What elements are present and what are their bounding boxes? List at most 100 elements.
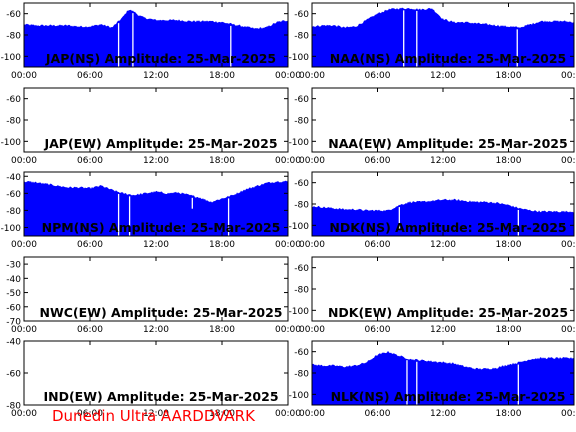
x-tick-label: 00:00 (561, 325, 576, 335)
x-tick-label: 00:00 (11, 71, 37, 81)
x-tick-label: 00:00 (275, 240, 301, 250)
panel-5: -60 -80 -100 00:00 06:00 12:00 18:00 00:00 NDK(N… (289, 171, 576, 250)
x-tick-label: 00:00 (275, 156, 301, 166)
x-tick-label: 00:00 (275, 409, 301, 419)
x-tick-label: 12:00 (143, 156, 169, 166)
y-tick-label: -80 (6, 402, 21, 412)
y-tick-label: -100 (1, 224, 22, 234)
x-tick-label: 00:00 (561, 156, 576, 166)
x-tick-label: 06:00 (365, 240, 391, 250)
x-tick-label: 06:00 (77, 409, 103, 419)
x-tick-label: 12:00 (143, 325, 169, 335)
x-tick-label: 06:00 (77, 325, 103, 335)
y-tick-label: -60 (6, 10, 21, 20)
panel-1: -60 -80 -100 00:00 06:00 12:00 18:00 00:00 NAA(N… (289, 2, 576, 81)
panel-title: NAA(NS) Amplitude: 25-Mar-2025 (330, 51, 567, 66)
x-tick-label: 12:00 (143, 240, 169, 250)
y-tick-label: -100 (289, 307, 310, 317)
x-tick-label: 12:00 (430, 156, 456, 166)
x-tick-label: 00:00 (299, 409, 325, 419)
x-tick-label: 18:00 (496, 240, 522, 250)
y-tick-label: -80 (6, 117, 21, 127)
y-tick-label: -60 (6, 303, 21, 313)
signal-area (312, 7, 574, 68)
y-tick-label: -60 (294, 264, 309, 274)
y-tick-label: -80 (294, 32, 309, 42)
x-tick-label: 06:00 (77, 71, 103, 81)
y-tick-label: -100 (289, 53, 310, 63)
x-tick-label: 00:00 (561, 240, 576, 250)
x-tick-label: 12:00 (143, 71, 169, 81)
x-tick-label: 06:00 (365, 409, 391, 419)
y-tick-label: -60 (294, 95, 309, 105)
x-tick-label: 12:00 (143, 409, 169, 419)
signal-area (312, 350, 574, 405)
y-tick-label: -80 (294, 370, 309, 380)
x-tick-label: 18:00 (209, 409, 235, 419)
y-tick-label: -40 (6, 275, 21, 285)
x-tick-label: 18:00 (496, 71, 522, 81)
panel-0: -60 -80 -100 00:00 06:00 12:00 18:00 00:00 JAP(N… (1, 2, 301, 81)
y-tick-label: -100 (1, 138, 22, 148)
x-tick-label: 06:00 (77, 240, 103, 250)
x-tick-label: 00:00 (299, 325, 325, 335)
y-tick-label: -40 (6, 173, 21, 183)
x-tick-label: 12:00 (430, 240, 456, 250)
y-tick-label: -80 (6, 207, 21, 217)
x-tick-label: 00:00 (299, 156, 325, 166)
y-tick-label: -100 (289, 222, 310, 232)
x-tick-label: 18:00 (209, 240, 235, 250)
y-tick-label: -100 (1, 53, 22, 63)
panel-2: -60 -80 -100 00:00 06:00 12:00 18:00 00:00 JAP(E… (1, 87, 301, 166)
x-tick-label: 18:00 (496, 409, 522, 419)
x-tick-label: 18:00 (209, 71, 235, 81)
panel-4: -40 -60 -80 -100 00:00 06:00 12:00 18:00 00:00 NP… (1, 171, 301, 250)
x-tick-label: 00:00 (275, 71, 301, 81)
y-tick-label: -60 (6, 190, 21, 200)
x-tick-label: 06:00 (365, 71, 391, 81)
panel-title: JAP(NS) Amplitude: 25-Mar-2025 (45, 51, 276, 66)
x-tick-label: 12:00 (430, 71, 456, 81)
panel-title: NDK(EW) Amplitude: 25-Mar-2025 (328, 305, 568, 320)
y-tick-label: -60 (6, 370, 21, 380)
x-tick-label: 18:00 (209, 156, 235, 166)
x-tick-label: 06:00 (365, 325, 391, 335)
y-tick-label: -60 (294, 348, 309, 358)
footer-label: Dunedin Ultra AARDDVARK (52, 407, 255, 425)
panel-7: -60-80-10000:0006:0012:0018:0000:00NDK(E… (289, 256, 576, 335)
panel-title: NDK(NS) Amplitude: 25-Mar-2025 (329, 220, 566, 235)
y-tick-label: -70 (6, 318, 21, 328)
panel-title: NWC(EW) Amplitude: 25-Mar-2025 (40, 305, 283, 320)
y-tick-label: -60 (294, 10, 309, 20)
x-tick-label: 00:00 (299, 71, 325, 81)
y-tick-label: -60 (6, 95, 21, 105)
x-tick-label: 00:00 (11, 325, 37, 335)
y-tick-label: -50 (6, 289, 21, 299)
y-tick-label: -80 (294, 286, 309, 296)
x-tick-label: 12:00 (430, 325, 456, 335)
panel-9: -60 -80 -100 00:00 06:00 12:00 18:00 00:00 NLK(N… (289, 340, 576, 419)
x-tick-label: 00:00 (299, 240, 325, 250)
y-tick-label: -60 (294, 179, 309, 189)
panel-title: IND(EW) Amplitude: 25-Mar-2025 (43, 389, 278, 404)
signal-area (312, 198, 574, 236)
y-tick-label: -100 (289, 138, 310, 148)
panel-title: NAA(EW) Amplitude: 25-Mar-2025 (328, 136, 567, 151)
y-tick-label: -80 (294, 117, 309, 127)
x-tick-label: 18:00 (496, 325, 522, 335)
panel-3: -60-80-10000:0006:0012:0018:0000:00NAA(E… (289, 87, 576, 166)
x-tick-label: 06:00 (77, 156, 103, 166)
x-tick-label: 00:00 (561, 71, 576, 81)
y-tick-label: -40 (6, 338, 21, 348)
x-tick-label: 00:00 (561, 409, 576, 419)
x-tick-label: 00:00 (11, 409, 37, 419)
y-tick-label: -80 (294, 201, 309, 211)
x-tick-label: 00:00 (11, 156, 37, 166)
y-tick-label: -30 (6, 261, 21, 271)
signal-area (24, 9, 288, 68)
y-tick-label: -80 (6, 32, 21, 42)
panel-title: NLK(NS) Amplitude: 25-Mar-2025 (331, 389, 566, 404)
